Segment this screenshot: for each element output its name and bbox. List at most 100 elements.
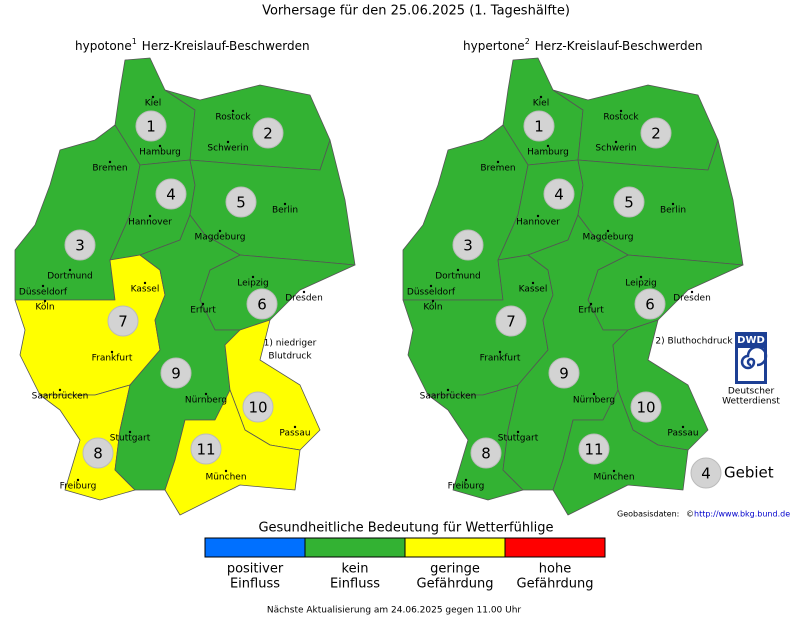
city-label: Erfurt [578,306,604,316]
logo-abbr: DWD [737,335,765,346]
legend-swatch [504,537,606,558]
city-dot [68,268,72,272]
region-number: 10 [636,399,655,417]
city-label: Freiburg [448,482,485,492]
city-label: Hannover [128,218,172,228]
map: hypotone1 Herz-Kreislauf-BeschwerdenKielR… [14,37,356,516]
key-label: Gebiet [724,464,774,482]
city-dot [606,229,610,233]
region-number: 3 [75,237,85,255]
logo-text: Deutscher [728,387,775,397]
city-label: Bremen [92,164,127,174]
city-label: München [205,473,246,483]
region-number: 6 [257,296,267,314]
region-number: 3 [463,237,473,255]
city-dot [614,140,618,144]
city-label: Dortmund [47,272,93,282]
region-marker [640,117,672,149]
city-label: Hannover [516,218,560,228]
region-number: 7 [118,313,128,331]
city-label: Frankfurt [480,354,521,364]
legend-label: Einfluss [230,577,280,592]
city-label: Magdeburg [583,233,634,243]
credit-url[interactable]: http://www.bkg.bund.de [694,510,790,519]
region-marker [452,229,484,261]
region-marker [548,357,580,389]
city-dot [464,478,468,482]
city-dot [110,350,114,354]
city-label: Hamburg [139,148,181,158]
logo-spiral [740,345,768,370]
city-dot [143,281,147,285]
region-number: 9 [559,365,569,383]
region-number: 1 [534,118,544,136]
region-marker [82,437,114,469]
city-dot [302,290,306,294]
city-dot [456,268,460,272]
region-marker [613,186,645,218]
region-number: 9 [171,365,181,383]
city-dot [429,284,433,288]
city-label: Berlin [272,206,298,216]
footnote: 1) niedriger [264,339,317,349]
city-dot [43,299,47,303]
city-label: Passau [667,429,698,439]
city-dot [681,425,685,429]
legend-label: Gefährdung [517,577,594,592]
city-dot [148,214,152,218]
city-label: Frankfurt [92,354,133,364]
map-title-subject: Herz-Kreislauf-Beschwerden [142,39,310,53]
city-label: Bremen [480,164,515,174]
city-dot [539,95,543,99]
city-dot [671,202,675,206]
city-label: Schwerin [207,144,248,154]
city-dot [41,284,45,288]
city-label: Kassel [131,285,160,295]
region-number: 11 [196,441,215,459]
region-number: 4 [554,186,564,204]
region-number: 2 [263,125,273,143]
region-number: 8 [481,445,491,463]
city-label: Hamburg [527,148,569,158]
region-marker [160,357,192,389]
city-dot [218,229,222,233]
credit-label: Geobasisdaten: [617,510,679,519]
legend-label: Einfluss [330,577,380,592]
city-dot [76,478,80,482]
city-label: Saarbrücken [420,392,477,402]
region-number: 4 [166,186,176,204]
city-label: Erfurt [190,306,216,316]
city-dot [108,160,112,164]
city-label: Düsseldorf [407,288,456,298]
map-title: hypertone2 Herz-Kreislauf-Beschwerden [463,37,703,53]
city-dot [201,302,205,306]
map-title-sup: 2 [525,37,530,46]
city-dot [128,430,132,434]
region-marker [135,110,167,142]
region-marker [523,110,555,142]
region-marker [190,433,222,465]
city-dot [58,388,62,392]
city-dot [158,144,162,148]
region-marker [64,229,96,261]
region-number: 8 [93,445,103,463]
city-dot [612,469,616,473]
city-dot [619,109,623,113]
city-label: Nürnberg [185,396,227,406]
city-dot [431,299,435,303]
map-title-subject: Herz-Kreislauf-Beschwerden [535,39,703,53]
footer: Nächste Aktualisierung am 24.06.2025 geg… [267,606,522,616]
region-marker [242,391,274,423]
region-number: 5 [236,194,246,212]
region-number: 10 [248,399,267,417]
region-number: 7 [506,313,516,331]
legend-swatch [204,537,306,558]
key-marker [690,457,722,489]
city-dot [546,144,550,148]
region-marker [495,305,527,337]
region [587,254,744,331]
city-dot [231,109,235,113]
region-number: 6 [645,296,655,314]
city-dot [251,275,255,279]
